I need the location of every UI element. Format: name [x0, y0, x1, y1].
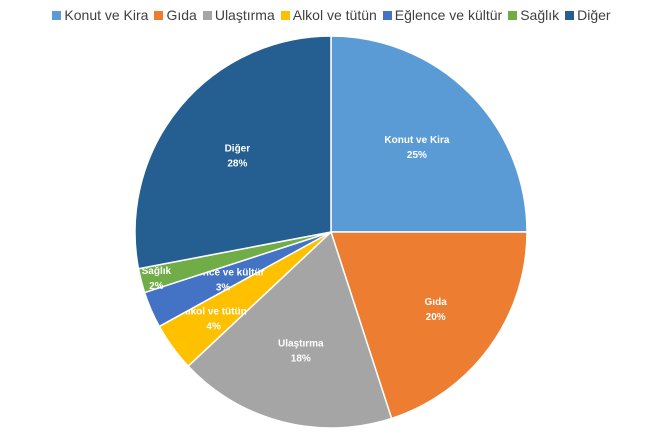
legend-label: Alkol ve tütün [292, 7, 377, 23]
data-label-percent: 4% [206, 321, 221, 332]
data-label-percent: 20% [426, 312, 446, 323]
legend-swatch [52, 10, 62, 20]
legend-item-alkol-ve-tutun: Alkol ve tütün [280, 7, 377, 23]
pie-slice-konut-ve-kira [330, 35, 528, 233]
data-label-eglence-ve-kultur: Eğlence ve kültür 3% [182, 268, 265, 294]
legend-label: Sağlık [520, 7, 560, 23]
data-label-saglik: Sağlık 2% [142, 266, 172, 292]
data-label-category: Eğlence ve kültür [182, 268, 265, 279]
data-label-percent: 2% [149, 281, 164, 292]
data-label-konut-ve-kira: Konut ve Kira 25% [384, 135, 449, 161]
legend-item-gida: Gıda [154, 7, 197, 23]
legend-swatch [565, 10, 575, 20]
data-label-category: Diğer [225, 144, 251, 155]
data-label-diger: Diğer 28% [225, 144, 251, 170]
data-label-percent: 25% [407, 150, 427, 161]
legend-label: Diğer [577, 7, 611, 23]
data-label-gida: Gıda 20% [425, 297, 448, 323]
data-label-percent: 18% [291, 354, 311, 365]
legend-swatch [508, 10, 518, 20]
legend-item-ulastirma: Ulaştırma [202, 7, 275, 23]
legend-item-konut-ve-kira: Konut ve Kira [52, 7, 148, 23]
data-label-ulastirma: Ulaştırma 18% [278, 339, 324, 365]
pie-slice-diger [134, 35, 332, 270]
legend-label: Eğlence ve kültür [394, 7, 503, 23]
legend-label: Gıda [166, 7, 197, 23]
data-label-percent: 3% [216, 283, 231, 294]
data-label-alkol-ve-tutun: Alkol ve tütün 4% [181, 306, 247, 332]
pie-slice-gida [329, 231, 528, 420]
chart-legend: Konut ve Kira Gıda Ulaştırma Alkol ve tütün… [0, 5, 663, 25]
data-label-category: Alkol ve tütün [181, 306, 247, 317]
data-label-percent: 28% [227, 159, 247, 170]
legend-swatch [154, 10, 164, 20]
legend-item-eglence-ve-kultur: Eğlence ve kültür [382, 7, 503, 23]
data-label-category: Gıda [425, 297, 448, 308]
legend-item-diger: Diğer [565, 7, 611, 23]
data-label-category: Sağlık [142, 266, 172, 277]
legend-item-saglik: Sağlık [508, 7, 559, 23]
data-label-category: Konut ve Kira [384, 135, 449, 146]
legend-swatch [280, 10, 290, 20]
data-label-category: Ulaştırma [278, 339, 324, 350]
legend-label: Konut ve Kira [64, 7, 149, 23]
legend-swatch [382, 10, 392, 20]
legend-swatch [202, 10, 212, 20]
pie-slice-ulastirma [187, 230, 393, 429]
legend-label: Ulaştırma [214, 7, 275, 23]
